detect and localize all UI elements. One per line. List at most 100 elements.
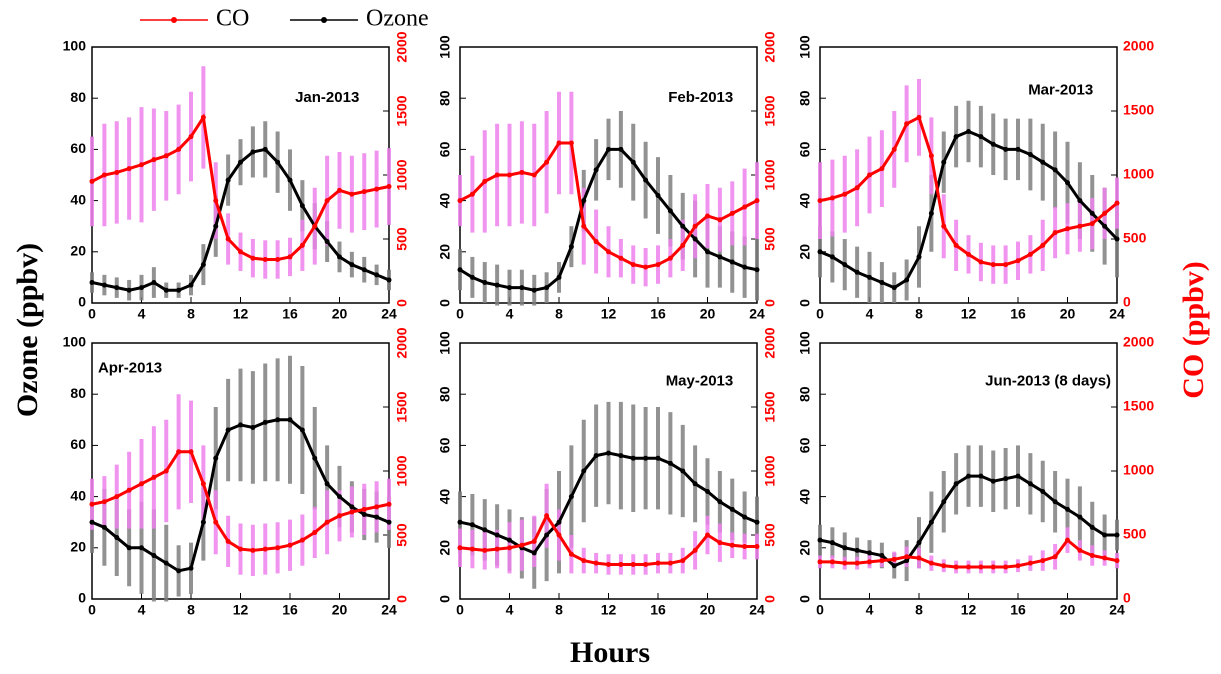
y-tick-label: 40 — [797, 193, 813, 209]
x-tick-label: 20 — [332, 602, 348, 618]
point — [337, 254, 342, 260]
point — [176, 449, 182, 455]
point — [324, 198, 330, 204]
point — [250, 255, 256, 261]
point — [593, 239, 599, 245]
point — [275, 545, 281, 551]
x-tick-label: 24 — [1109, 602, 1125, 618]
x-tick-label: 16 — [282, 602, 298, 618]
y-tick-label: 40 — [437, 489, 453, 505]
point — [299, 242, 305, 248]
point — [163, 560, 169, 566]
point — [544, 159, 550, 165]
point — [386, 277, 392, 283]
point — [299, 537, 305, 543]
point — [151, 474, 157, 480]
point — [361, 189, 367, 195]
x-tick-label: 12 — [961, 602, 977, 618]
point — [1077, 223, 1083, 229]
point — [1003, 146, 1009, 152]
x-tick-label: 4 — [506, 602, 514, 618]
point — [89, 280, 95, 286]
point — [568, 140, 574, 146]
point — [680, 223, 686, 229]
y2-tick-label: 500 — [1123, 526, 1147, 542]
point — [1089, 221, 1095, 227]
y-tick-label: 60 — [797, 141, 813, 157]
x-tick-label: 8 — [915, 306, 923, 322]
panel-title: Feb-2013 — [668, 89, 733, 106]
point — [990, 478, 996, 484]
x-tick-label: 16 — [1010, 306, 1026, 322]
point — [386, 519, 392, 525]
point — [126, 287, 132, 293]
point — [188, 565, 194, 571]
point — [742, 264, 748, 270]
point — [916, 555, 922, 561]
point — [630, 262, 636, 268]
point — [1027, 560, 1033, 566]
y-tick-label: 40 — [797, 489, 813, 505]
point — [879, 280, 885, 286]
point — [928, 210, 934, 216]
point — [101, 524, 107, 530]
point — [966, 251, 971, 257]
x-tick-label: 4 — [866, 602, 874, 618]
point — [337, 187, 342, 193]
point — [469, 274, 475, 280]
point — [238, 159, 243, 165]
point — [114, 169, 120, 175]
y2-tick-label: 1500 — [394, 95, 410, 126]
y-tick-label: 20 — [797, 540, 813, 556]
point — [966, 473, 971, 479]
point — [337, 494, 342, 500]
point — [953, 134, 959, 140]
point — [114, 535, 120, 541]
point — [457, 545, 463, 551]
x-tick-label: 12 — [601, 602, 617, 618]
y2-tick-label: 1500 — [394, 391, 410, 422]
point — [299, 427, 305, 433]
point — [89, 519, 95, 525]
point — [867, 559, 872, 565]
x-tick-label: 20 — [700, 306, 716, 322]
point — [1102, 223, 1108, 229]
point — [151, 157, 157, 163]
y2-tick-label: 0 — [394, 299, 410, 307]
legend-label: Ozone — [366, 6, 429, 32]
point — [568, 494, 574, 500]
point — [618, 453, 624, 459]
x-tick-label: 0 — [816, 306, 824, 322]
point — [324, 519, 330, 525]
point — [163, 153, 169, 159]
point — [1040, 488, 1046, 494]
point — [287, 417, 293, 423]
point — [705, 488, 710, 494]
y-tick-label: 80 — [437, 386, 453, 402]
point — [1089, 210, 1095, 216]
point — [904, 277, 910, 283]
point — [990, 262, 996, 268]
point — [717, 254, 723, 260]
point — [544, 532, 550, 538]
point — [213, 455, 219, 461]
y-tick-label: 40 — [70, 487, 86, 503]
point — [531, 287, 537, 293]
point — [200, 519, 206, 525]
x-tick-label: 8 — [187, 306, 195, 322]
point — [1015, 473, 1021, 479]
y-tick-label: 100 — [63, 38, 87, 54]
point — [386, 184, 392, 190]
point — [891, 146, 897, 152]
point — [680, 558, 686, 564]
point — [879, 552, 885, 558]
x-tick-label: 8 — [915, 602, 923, 618]
point — [544, 285, 550, 291]
point — [655, 455, 661, 461]
y2-tick-label: 2000 — [1123, 334, 1154, 350]
point — [1003, 476, 1009, 482]
point — [1040, 159, 1046, 165]
y2-tick-label: 0 — [762, 299, 778, 307]
y2-axis-title: CO (ppbv) — [1177, 261, 1210, 399]
point — [904, 554, 910, 560]
